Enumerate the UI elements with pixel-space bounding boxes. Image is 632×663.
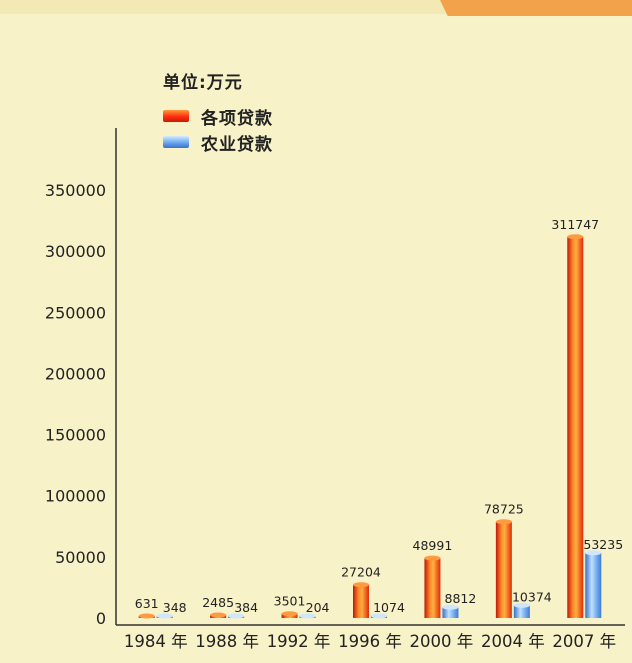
bar-cap (281, 611, 298, 617)
bar-cap (585, 550, 602, 556)
x-tick-label: 1992 年 (267, 632, 331, 651)
data-label-total-loans: 3501 (274, 594, 306, 609)
data-label-agri-loans: 384 (234, 600, 258, 615)
legend-label-agri-loans: 农业贷款 (201, 134, 273, 155)
data-label-agri-loans: 10374 (512, 589, 552, 604)
bar-cap (495, 519, 512, 525)
data-label-agri-loans: 8812 (445, 591, 477, 606)
y-tick-label: 0 (96, 609, 106, 628)
y-tick-label: 150000 (45, 426, 106, 445)
legend-label-total-loans: 各项贷款 (201, 108, 273, 129)
y-tick-label: 250000 (45, 303, 106, 322)
bar-total-loans (424, 558, 441, 618)
bar-cap (371, 613, 387, 619)
x-tick-label: 1984 年 (124, 632, 188, 651)
data-label-total-loans: 48991 (413, 538, 453, 553)
data-label-agri-loans: 1074 (373, 600, 405, 615)
legend: 单位:万元 各项贷款 农业贷款 (163, 68, 273, 155)
y-tick-label: 200000 (45, 364, 106, 383)
legend-item-agri-loans: 农业贷款 (163, 129, 273, 155)
corner-tab (440, 0, 632, 16)
data-label-total-loans: 2485 (202, 595, 234, 610)
bar-cap (138, 613, 155, 619)
bar-total-loans (495, 521, 512, 618)
x-tick-label: 1988 年 (195, 632, 259, 651)
legend-item-total-loans: 各项贷款 (163, 103, 273, 129)
x-tick-label: 2007 年 (552, 632, 616, 651)
y-tick-label: 350000 (45, 181, 106, 200)
data-label-agri-loans: 53235 (583, 537, 623, 552)
bar-cap (228, 613, 245, 619)
bar-total-loans (353, 584, 369, 618)
bar-agri-loans (513, 605, 530, 618)
data-label-total-loans: 631 (135, 596, 159, 611)
x-tick-label: 2004 年 (481, 632, 545, 651)
unit-label: 单位:万元 (163, 73, 243, 93)
legend-swatch-agri-loans (163, 136, 189, 148)
legend-swatch-total-loans (163, 110, 189, 122)
bar-agri-loans (585, 552, 602, 618)
bar-agri-loans (442, 607, 459, 618)
data-label-agri-loans: 204 (306, 600, 330, 615)
x-tick-label: 2000 年 (410, 632, 474, 651)
y-tick-label: 300000 (45, 242, 106, 261)
x-tick-label: 1996 年 (338, 632, 402, 651)
data-label-agri-loans: 348 (163, 600, 187, 615)
data-label-total-loans: 311747 (551, 217, 599, 232)
data-label-total-loans: 78725 (484, 502, 524, 517)
bar-cap (299, 613, 316, 619)
y-tick-label: 50000 (55, 548, 106, 567)
data-label-total-loans: 27204 (341, 565, 381, 580)
bar-cap (442, 604, 459, 610)
bar-total-loans (567, 236, 584, 618)
bar-cap (567, 234, 584, 240)
bar-cap (210, 612, 227, 618)
bar-cap (353, 582, 369, 588)
bar-cap (513, 602, 530, 608)
y-tick-label: 100000 (45, 487, 106, 506)
bar-cap (424, 555, 441, 561)
bar-cap (156, 613, 173, 619)
